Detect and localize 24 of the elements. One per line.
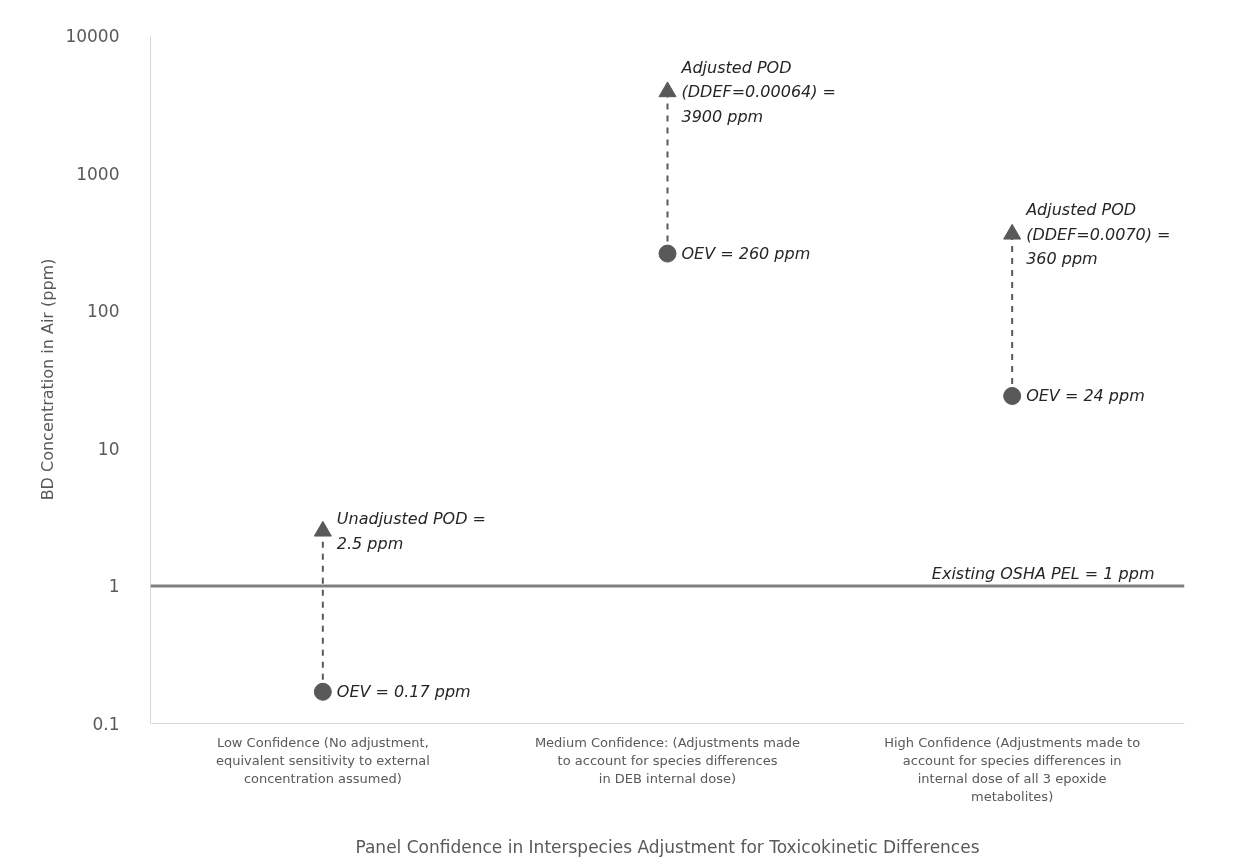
- annotation: Adjusted POD (DDEF=0.0070) = 360 ppm: [1025, 199, 1171, 269]
- y-tick-label: 10000: [65, 26, 120, 46]
- y-tick-label: 1000: [76, 163, 120, 184]
- x-axis-title: Panel Confidence in Interspecies Adjustment for Toxicokinetic Differences: [355, 836, 980, 857]
- annotation: OEV = 260 ppm: [681, 244, 811, 264]
- y-tick-label: 1: [108, 576, 120, 597]
- point: [1003, 223, 1022, 240]
- point: [313, 520, 332, 537]
- x-tick-label: Medium Confidence: (Adjustments made to account for species differences in DEB internal dose): [534, 734, 801, 786]
- point: [658, 81, 677, 98]
- point: [658, 244, 677, 263]
- ref-line-label: Existing OSHA PEL = 1 ppm: [931, 563, 1155, 583]
- x-tick-label: Low Confidence (No adjustment, equivalent sensitivity to external concentration assumed): [215, 734, 430, 786]
- annotation: Unadjusted POD = 2.5 ppm: [336, 509, 486, 553]
- y-axis-title: BD Concentration in Air (ppm): [38, 258, 58, 501]
- annotation: OEV = 24 ppm: [1026, 386, 1145, 406]
- y-tick-label: 100: [87, 301, 120, 322]
- y-tick-label: 10: [97, 438, 120, 459]
- annotation: OEV = 0.17 ppm: [336, 682, 471, 702]
- point: [1003, 387, 1022, 405]
- x-tick-label: High Confidence (Adjustments made to account for species differences in internal dose of all 3 epoxide metabolites): [884, 734, 1141, 804]
- annotation: Adjusted POD (DDEF=0.00064) = 3900 ppm: [680, 57, 836, 126]
- y-tick-label: 0.1: [92, 714, 120, 734]
- point: [313, 682, 332, 701]
